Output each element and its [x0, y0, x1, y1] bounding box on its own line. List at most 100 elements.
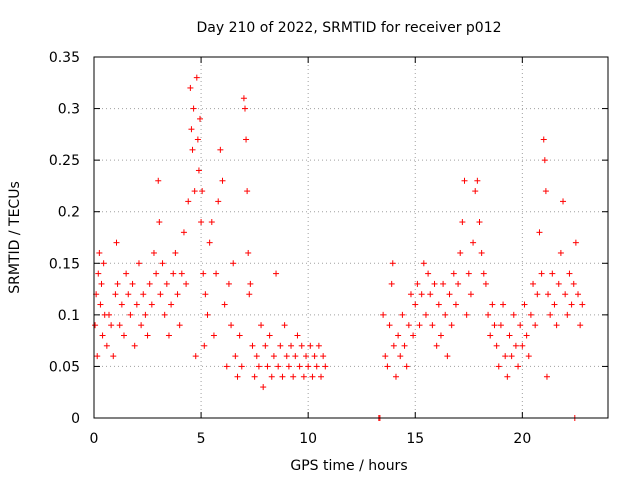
x-tick-label: 20	[513, 431, 531, 447]
data-point	[190, 105, 197, 112]
data-point	[288, 342, 295, 349]
data-point	[545, 291, 552, 298]
data-point	[219, 177, 226, 184]
data-point	[467, 291, 474, 298]
data-point	[142, 311, 149, 318]
data-point	[255, 363, 262, 370]
data-point	[429, 322, 436, 329]
data-point	[525, 353, 532, 360]
data-point	[273, 270, 280, 277]
data-point	[144, 332, 151, 339]
data-point	[410, 332, 417, 339]
data-point	[543, 373, 550, 380]
data-point	[92, 322, 99, 329]
data-point	[437, 332, 444, 339]
data-point	[504, 373, 511, 380]
data-point	[568, 301, 575, 308]
data-point	[238, 363, 245, 370]
data-point	[194, 136, 201, 143]
data-point	[425, 270, 432, 277]
data-point	[113, 239, 120, 246]
data-point	[382, 353, 389, 360]
data-point	[532, 322, 539, 329]
data-point	[217, 146, 224, 153]
data-point	[541, 157, 548, 164]
data-point	[163, 280, 170, 287]
plot-frame	[93, 56, 609, 419]
data-point	[512, 342, 519, 349]
data-point	[418, 291, 425, 298]
data-point	[138, 322, 145, 329]
data-point	[262, 342, 269, 349]
data-point	[506, 332, 513, 339]
chart-title: Day 210 of 2022, SRMTID for receiver p01…	[196, 20, 501, 36]
data-point	[195, 167, 202, 174]
data-point	[405, 322, 412, 329]
data-point	[446, 291, 453, 298]
data-point	[448, 322, 455, 329]
grid	[94, 57, 608, 418]
data-point	[538, 270, 545, 277]
data-point	[570, 280, 577, 287]
data-point	[478, 249, 485, 256]
data-point	[197, 115, 204, 122]
data-point	[153, 270, 160, 277]
data-point	[236, 332, 243, 339]
x-tick-label: 0	[90, 431, 99, 447]
data-point	[502, 353, 509, 360]
data-point	[253, 353, 260, 360]
data-point	[553, 322, 560, 329]
data-point	[444, 353, 451, 360]
data-point	[401, 342, 408, 349]
data-point	[389, 260, 396, 267]
data-point	[185, 198, 192, 205]
data-point	[116, 322, 123, 329]
y-tick-label: 0.05	[49, 359, 80, 375]
data-point	[188, 126, 195, 133]
data-point	[433, 342, 440, 349]
data-point	[131, 342, 138, 349]
data-point	[161, 311, 168, 318]
data-point	[258, 322, 265, 329]
data-point	[244, 188, 251, 195]
data-point	[204, 311, 211, 318]
data-point	[279, 373, 286, 380]
data-point	[536, 229, 543, 236]
y-tick-label: 0.3	[58, 102, 80, 118]
data-point	[98, 280, 105, 287]
data-point	[384, 363, 391, 370]
data-point	[311, 353, 318, 360]
data-point	[457, 249, 464, 256]
data-point	[103, 342, 110, 349]
data-point	[201, 342, 208, 349]
data-point	[240, 95, 247, 102]
data-point	[183, 280, 190, 287]
data-point	[487, 332, 494, 339]
data-point	[266, 332, 273, 339]
data-point	[395, 332, 402, 339]
data-point	[452, 301, 459, 308]
data-point	[268, 373, 275, 380]
data-points	[92, 74, 586, 421]
data-point	[178, 270, 185, 277]
x-tick-label: 15	[406, 431, 424, 447]
data-point	[555, 280, 562, 287]
data-point	[313, 363, 320, 370]
data-point	[223, 363, 230, 370]
data-point	[270, 353, 277, 360]
data-point	[123, 270, 130, 277]
data-point	[264, 363, 271, 370]
data-point	[510, 311, 517, 318]
data-point	[303, 353, 310, 360]
data-point	[191, 188, 198, 195]
data-point	[125, 291, 132, 298]
data-point	[521, 301, 528, 308]
data-point	[564, 311, 571, 318]
data-point	[461, 177, 468, 184]
data-point	[380, 311, 387, 318]
data-point	[562, 291, 569, 298]
data-point	[476, 219, 483, 226]
data-point	[283, 353, 290, 360]
data-point	[497, 322, 504, 329]
